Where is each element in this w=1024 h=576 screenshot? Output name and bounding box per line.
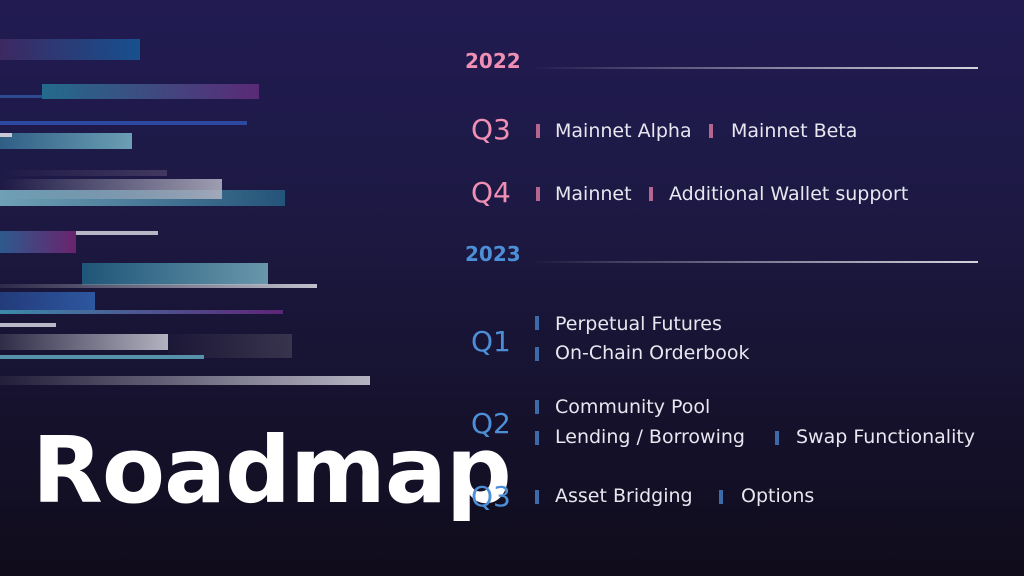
deco-bar <box>0 170 167 176</box>
deco-bar <box>42 84 259 99</box>
year-2022-heading: 2022 <box>465 49 521 73</box>
deco-bar <box>0 376 370 385</box>
quarter-label: Q4 <box>471 176 511 209</box>
bullet-tick-icon <box>649 187 653 201</box>
bullet-tick-icon <box>535 316 539 330</box>
bullet-tick-icon <box>719 490 723 504</box>
milestone-item: Community Pool <box>555 396 711 418</box>
milestone-item: Mainnet Alpha <box>555 120 692 142</box>
deco-bar <box>0 284 317 288</box>
deco-bar <box>0 133 132 149</box>
deco-bar <box>0 310 283 314</box>
deco-bar <box>0 121 247 125</box>
bullet-tick-icon <box>709 124 713 138</box>
deco-bar <box>82 263 268 285</box>
deco-bar <box>168 334 292 358</box>
quarter-label: Q1 <box>471 325 511 358</box>
milestone-item: Lending / Borrowing <box>555 426 745 448</box>
quarter-label: Q2 <box>471 407 511 440</box>
year-divider <box>530 261 978 263</box>
milestone-item: Mainnet Beta <box>731 120 858 142</box>
deco-bar <box>0 95 42 98</box>
bullet-tick-icon <box>535 347 539 361</box>
milestone-item: Asset Bridging <box>555 485 693 507</box>
milestone-item: Options <box>741 485 815 507</box>
quarter-label: Q3 <box>471 113 511 146</box>
deco-bar <box>0 323 56 327</box>
deco-bar <box>0 231 76 253</box>
milestone-item: Additional Wallet support <box>669 183 909 205</box>
milestone-item: Perpetual Futures <box>555 313 722 335</box>
bullet-tick-icon <box>536 124 540 138</box>
deco-bar <box>0 355 204 359</box>
milestone-item: Mainnet <box>555 183 632 205</box>
deco-bar <box>0 179 222 199</box>
milestone-item: Swap Functionality <box>796 426 976 448</box>
deco-bar <box>0 133 12 137</box>
deco-bar <box>76 231 158 235</box>
year-divider <box>530 67 978 69</box>
bullet-tick-icon <box>775 431 779 445</box>
bullet-tick-icon <box>536 187 540 201</box>
year-2023-heading: 2023 <box>465 242 521 266</box>
deco-bar <box>0 334 168 350</box>
bullet-tick-icon <box>535 431 539 445</box>
bullet-tick-icon <box>535 400 539 414</box>
slide-title: Roadmap <box>32 417 512 524</box>
milestone-item: On-Chain Orderbook <box>555 342 750 364</box>
deco-bar <box>0 39 140 60</box>
bullet-tick-icon <box>535 490 539 504</box>
deco-bar <box>0 292 95 314</box>
quarter-label: Q3 <box>471 480 511 513</box>
